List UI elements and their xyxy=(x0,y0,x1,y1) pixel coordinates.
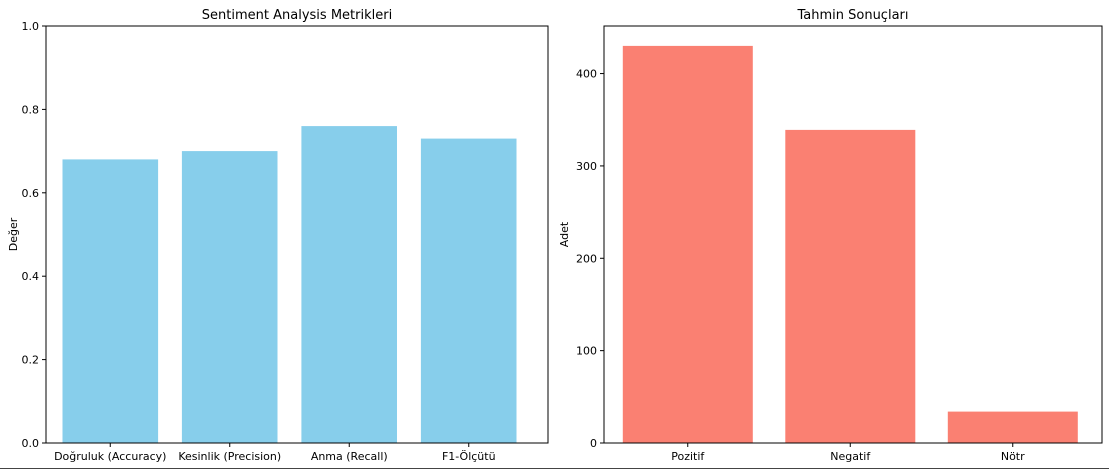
bar-kesinlik-precision xyxy=(181,151,278,443)
x-tick-label: Doğruluk (Accuracy) xyxy=(54,450,166,463)
metrics-chart: Doğruluk (Accuracy) Kesinlik (Precision) A… xyxy=(7,8,549,463)
x-tick-label: F1-Ölçütü xyxy=(442,450,496,463)
y-axis-label: Adet xyxy=(558,221,571,247)
bar-anma-recall xyxy=(301,126,397,443)
y-tick-label: 1.0 xyxy=(22,20,40,33)
y-tick-label: 400 xyxy=(576,68,597,81)
x-tick-label: Kesinlik (Precision) xyxy=(178,450,281,463)
y-tick-label: 0.6 xyxy=(22,187,40,200)
x-tick-label: Nötr xyxy=(1001,450,1025,463)
y-tick-label: 0.4 xyxy=(22,270,40,283)
bar-n-tr xyxy=(947,411,1078,443)
y-tick-label: 200 xyxy=(576,252,597,265)
bar-f1-l-t xyxy=(420,138,517,443)
bar-do-ruluk-accuracy xyxy=(62,159,159,443)
y-tick-label: 0.2 xyxy=(22,354,40,367)
y-tick-label: 0.0 xyxy=(22,437,40,450)
x-tick-label: Anma (Recall) xyxy=(311,450,388,463)
y-axis-label: Değer xyxy=(7,217,20,251)
plot-frame xyxy=(603,25,1103,444)
chart-title: Sentiment Analysis Metrikleri xyxy=(202,8,392,23)
y-tick-label: 0.8 xyxy=(22,103,40,116)
predictions-chart: Pozitif Negatif Nötr 0 100 200 300 400 Tahmin So… xyxy=(558,8,1103,463)
y-tick-label: 100 xyxy=(576,345,597,358)
plot-frame xyxy=(45,25,549,444)
y-tick-label: 300 xyxy=(576,160,597,173)
x-tick-label: Negatif xyxy=(830,450,871,463)
y-tick-label: 0 xyxy=(590,437,597,450)
bar-pozitif xyxy=(622,45,753,444)
bottom-divider xyxy=(0,468,1109,469)
x-tick-label: Pozitif xyxy=(671,450,705,463)
bar-negatif xyxy=(785,129,916,443)
chart-title: Tahmin Sonuçları xyxy=(796,8,908,23)
